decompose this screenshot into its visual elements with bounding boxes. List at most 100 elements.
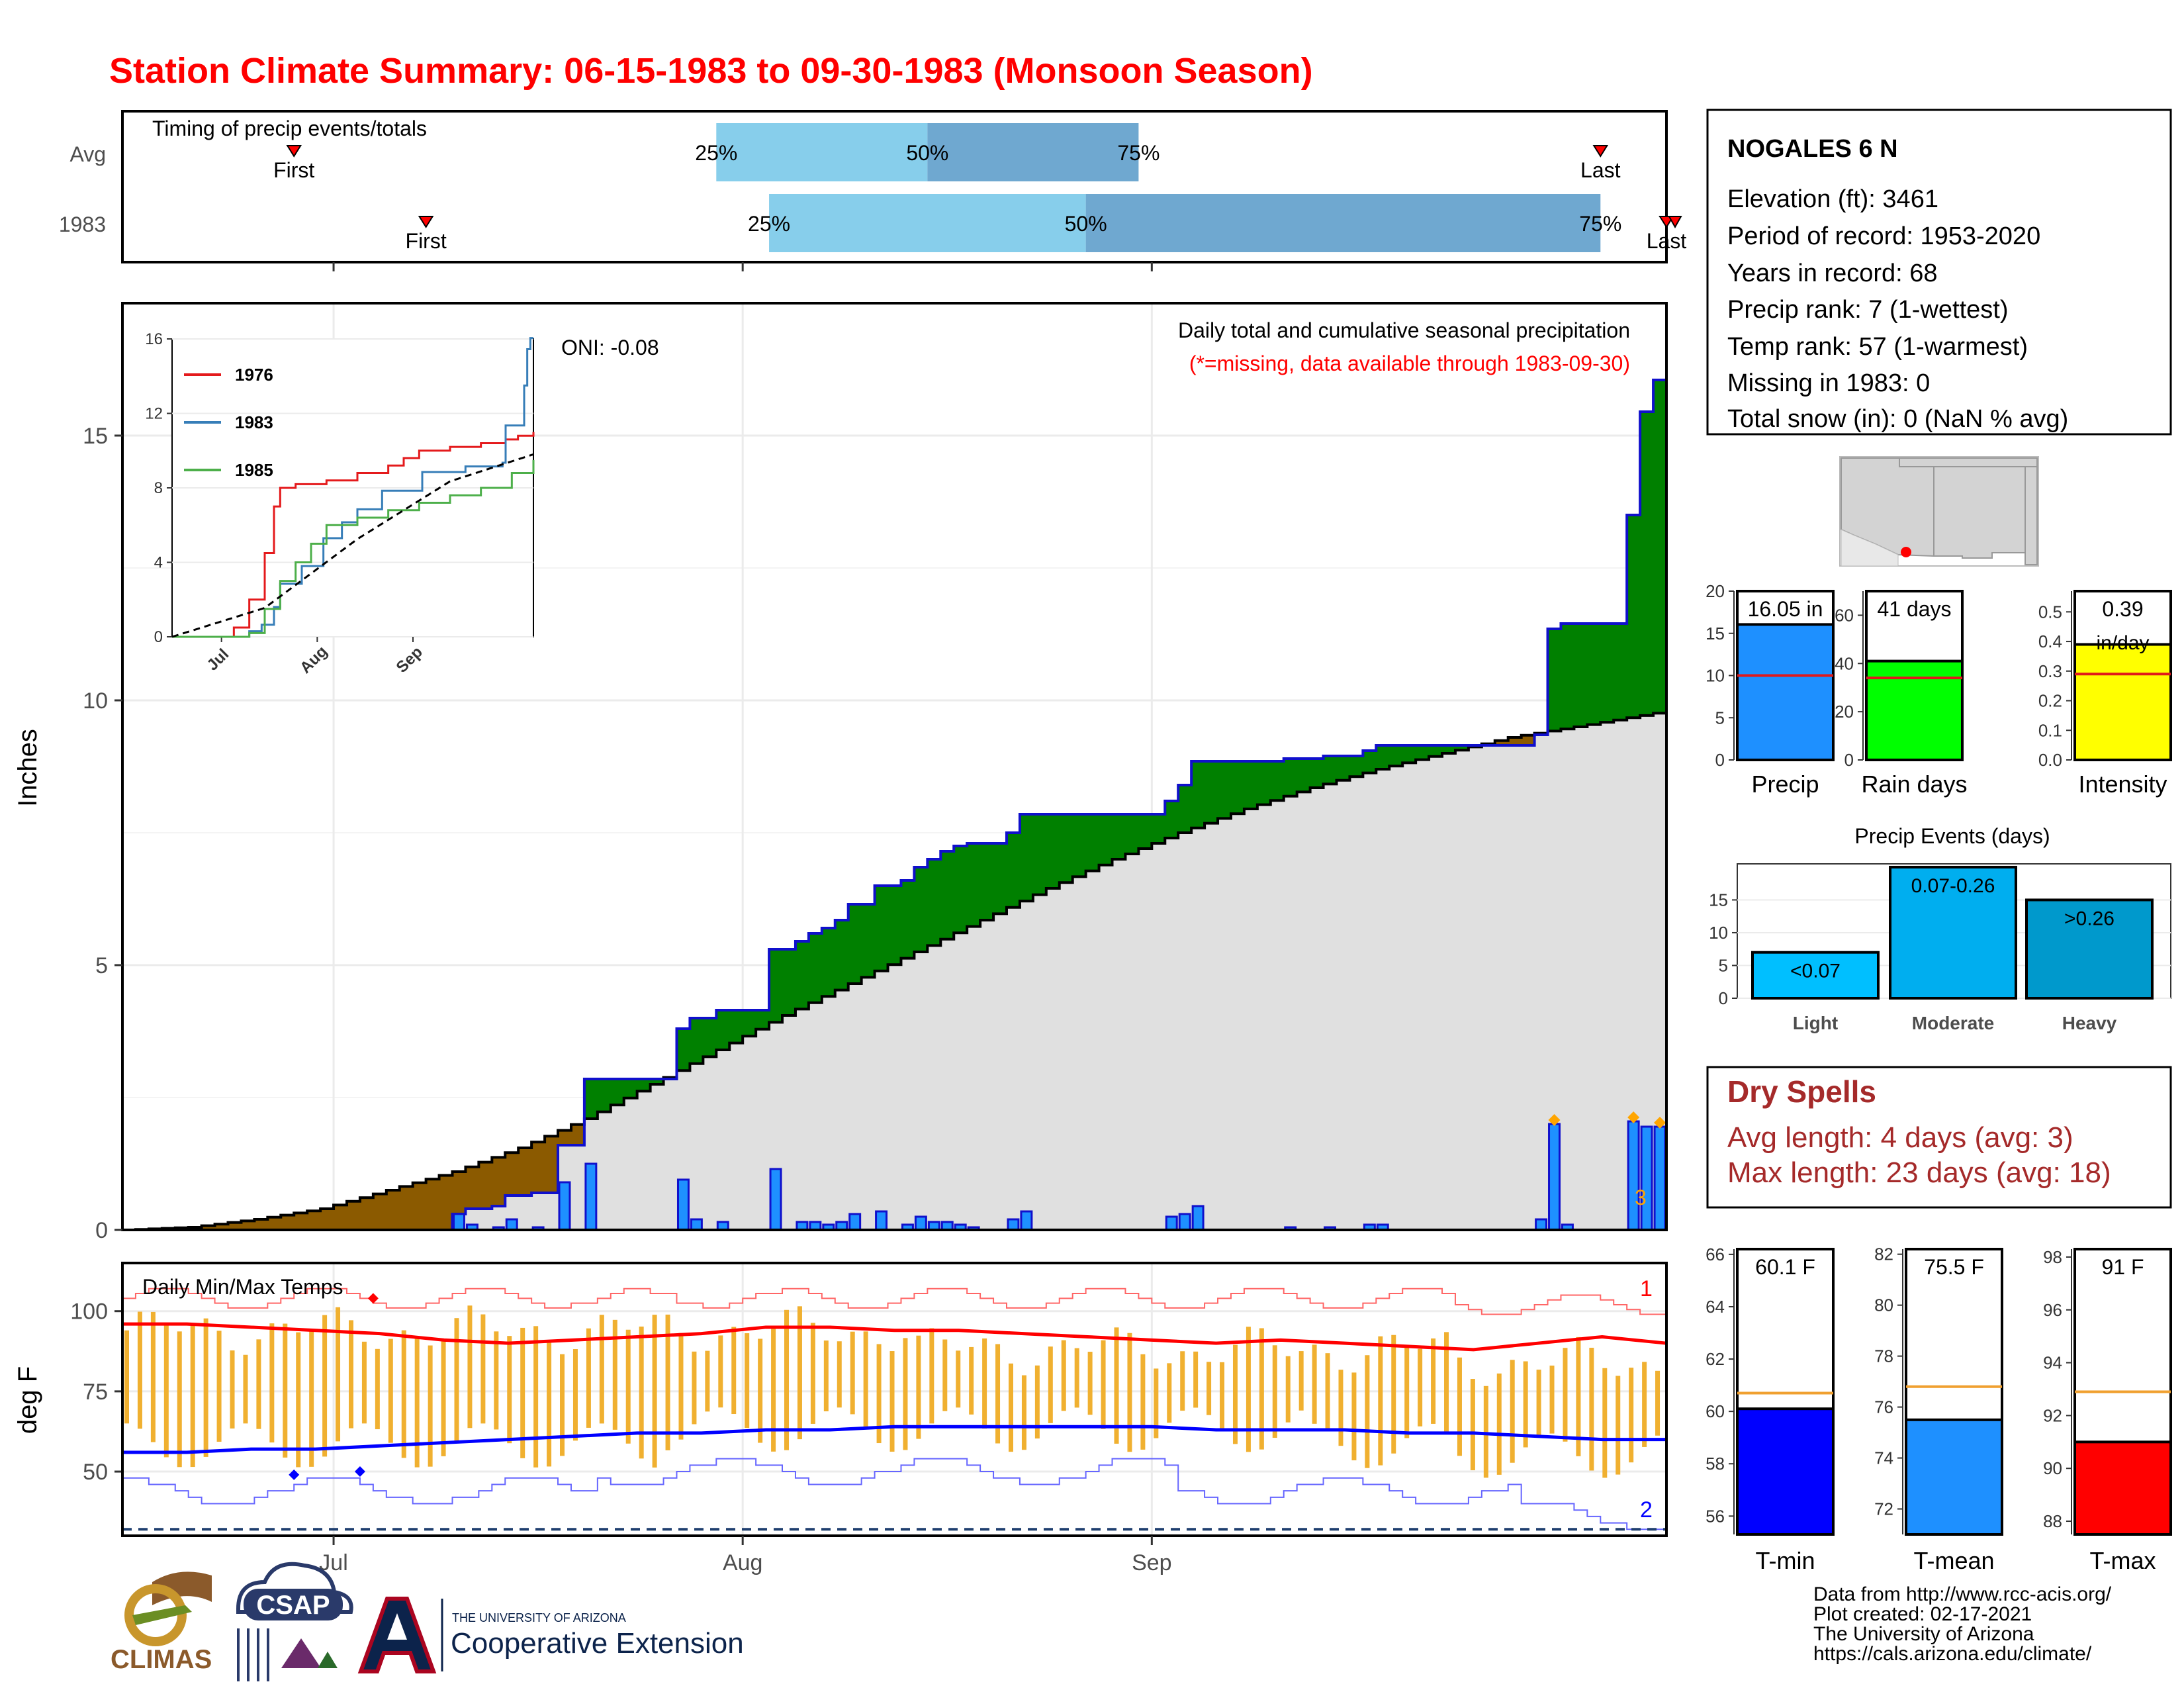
daily-temp-bar bbox=[269, 1323, 275, 1443]
mini-bar-label: T-mean bbox=[1913, 1547, 1994, 1574]
daily-temp-bar bbox=[230, 1350, 235, 1429]
timing-percent-label: 50% bbox=[1065, 212, 1107, 236]
precip-events-panel: Precip Events (days) 0 5 10 15 <0.07 Light 0.0… bbox=[1709, 824, 2171, 1033]
daily-temp-bar bbox=[1140, 1354, 1146, 1450]
mini-y-tick-label: 76 bbox=[1874, 1397, 1893, 1417]
daily-temp-bar bbox=[1338, 1370, 1343, 1446]
record-high-line bbox=[122, 1288, 1667, 1315]
missing-marker bbox=[1654, 1117, 1666, 1129]
daily-precip-bar bbox=[1191, 1205, 1205, 1231]
avg-cumulative-line bbox=[122, 711, 1668, 1231]
daily-temp-bar bbox=[692, 1351, 697, 1425]
timing-title: Timing of precip events/totals bbox=[152, 117, 427, 140]
daily-temp-bar bbox=[283, 1323, 288, 1458]
events-bar bbox=[1889, 865, 2017, 1000]
daily-temp-bar bbox=[705, 1350, 710, 1412]
timing-marker-label: Last bbox=[1647, 229, 1687, 253]
daily-temp-bar bbox=[560, 1354, 565, 1456]
daily-temp-bar bbox=[137, 1311, 142, 1429]
timing-month-ticks bbox=[332, 262, 1153, 271]
daily-temp-bar bbox=[1589, 1347, 1594, 1471]
missing-marker bbox=[1548, 1114, 1561, 1126]
mini-bar-value-label: 91 F bbox=[2101, 1255, 2144, 1279]
temperature-panel: 50 75 100 Daily Min/Max Temps deg F 1 2 bbox=[13, 1262, 1668, 1537]
mini-y-tick-label: 0.5 bbox=[2038, 602, 2062, 622]
record-marker bbox=[367, 1293, 379, 1304]
daily-temp-bar bbox=[612, 1319, 617, 1430]
daily-temp-bar bbox=[1312, 1344, 1317, 1424]
mini-bar-value bbox=[1736, 1407, 1835, 1536]
timing-marker-label: Last bbox=[1580, 158, 1621, 182]
daily-temp-bar bbox=[1457, 1357, 1462, 1456]
daily-temp-bar bbox=[177, 1331, 182, 1468]
ua-cooperative-extension: Cooperative Extension bbox=[451, 1627, 744, 1660]
daily-temp-bar bbox=[678, 1333, 684, 1440]
timing-percent-label: 25% bbox=[695, 141, 737, 165]
station-line: Missing in 1983: 0 bbox=[1727, 369, 1930, 397]
station-line: Total snow (in): 0 (NaN % avg) bbox=[1727, 405, 2068, 433]
inset-y-tick-label: 12 bbox=[145, 405, 163, 423]
mini-y-tick-label: 60 bbox=[1835, 605, 1854, 625]
timing-percent-label: 75% bbox=[1117, 141, 1160, 165]
mini-bar-value-unit: in/day bbox=[2096, 632, 2149, 654]
daily-temp-bar bbox=[758, 1338, 763, 1443]
daily-temp-bar bbox=[1087, 1352, 1093, 1415]
daily-temp-bar bbox=[1378, 1336, 1383, 1466]
footer-credits: Data from http://www.rcc-acis.org/ Plot … bbox=[1813, 1583, 2112, 1665]
mini-bar-label: T-min bbox=[1756, 1547, 1815, 1574]
daily-precip-bar bbox=[1165, 1215, 1178, 1231]
missing-markers bbox=[1548, 1111, 1666, 1129]
record-low-line bbox=[122, 1458, 1667, 1530]
daily-precip-bar bbox=[1178, 1213, 1191, 1231]
daily-temp-bar bbox=[784, 1309, 790, 1450]
daily-temp-bar bbox=[1418, 1348, 1423, 1427]
daily-temp-bar bbox=[797, 1306, 802, 1440]
daily-temp-bar bbox=[1615, 1376, 1621, 1475]
mini-bar-value bbox=[2073, 643, 2172, 761]
mini-y-tick-label: 60 bbox=[1706, 1401, 1725, 1421]
daily-temp-bar bbox=[1021, 1375, 1026, 1450]
mini-y-tick-label: 62 bbox=[1706, 1349, 1725, 1369]
daily-temp-bar bbox=[850, 1331, 855, 1415]
daily-temp-bar bbox=[863, 1331, 868, 1429]
daily-temp-bar bbox=[441, 1338, 446, 1456]
daily-precip-bar bbox=[452, 1213, 465, 1231]
daily-temp-bar bbox=[336, 1307, 341, 1442]
mini-y-tick-label: 96 bbox=[2043, 1300, 2062, 1320]
daily-precip-bar bbox=[1653, 1125, 1666, 1231]
events-y-tick-label: 15 bbox=[1709, 890, 1728, 910]
mini-bar-value-label: 16.05 in bbox=[1748, 597, 1823, 621]
daily-temp-bar bbox=[520, 1327, 525, 1458]
daily-temp-bar bbox=[1048, 1346, 1053, 1423]
daily-temp-bar bbox=[1034, 1365, 1040, 1439]
daily-temp-bar bbox=[599, 1315, 604, 1424]
mini-y-tick-label: 72 bbox=[1874, 1499, 1893, 1519]
daily-temp-bar bbox=[1563, 1348, 1568, 1442]
station-name: NOGALES 6 N bbox=[1727, 135, 1898, 163]
events-y-tick-label: 5 bbox=[1719, 955, 1728, 975]
daily-temp-bar bbox=[388, 1338, 393, 1443]
daily-precip-bar bbox=[505, 1218, 518, 1231]
events-bar-label: Heavy bbox=[2062, 1013, 2117, 1033]
daily-temp-bar bbox=[1483, 1385, 1488, 1478]
daily-temp-bar bbox=[1206, 1362, 1212, 1415]
temp-y-tick-label: 50 bbox=[83, 1460, 108, 1485]
mini-y-tick-label: 40 bbox=[1835, 653, 1854, 673]
daily-temp-bar bbox=[428, 1345, 433, 1467]
footer-line: The University of Arizona bbox=[1813, 1623, 2034, 1645]
timing-percent-label: 25% bbox=[748, 212, 790, 236]
events-bar-label: Moderate bbox=[1912, 1013, 1994, 1033]
daily-temp-bar bbox=[375, 1348, 380, 1430]
daily-precip-bar bbox=[1627, 1120, 1640, 1231]
mini-y-tick-label: 0 bbox=[1715, 750, 1725, 770]
mini-y-tick-label: 64 bbox=[1706, 1297, 1725, 1317]
inset-avg-line bbox=[171, 453, 534, 638]
mini-bar-value bbox=[1865, 659, 1964, 762]
footer-line: Plot created: 02-17-2021 bbox=[1813, 1603, 2032, 1625]
station-line: Temp rank: 57 (1-warmest) bbox=[1727, 333, 2028, 361]
mini-bar-value bbox=[1736, 623, 1835, 761]
daily-temp-bar bbox=[982, 1338, 987, 1429]
daily-temp-bar bbox=[903, 1338, 908, 1450]
daily-temp-bar bbox=[1549, 1365, 1555, 1434]
